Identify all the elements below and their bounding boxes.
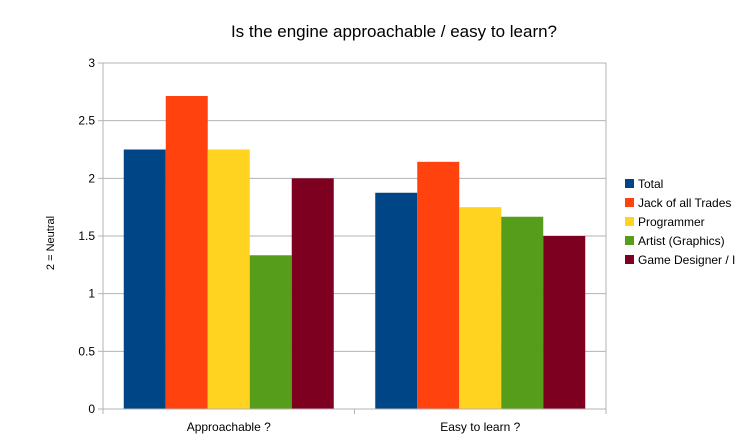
y-axis-label: 2 = Neutral [45,216,57,270]
y-tick-label: 2 [88,171,95,185]
y-tick-label: 3 [88,56,95,70]
legend-label-1: Jack of all Trades [638,196,731,210]
legend-swatch-4 [625,255,634,264]
bar-0-1 [375,192,418,409]
legend-swatch-0 [625,179,634,188]
legend-label-3: Artist (Graphics) [638,234,725,248]
legend-swatch-2 [625,217,634,226]
legend-swatch-1 [625,198,634,207]
bar-4-1 [543,236,586,409]
x-tick-labels: Approachable ? Easy to learn ? [187,420,521,434]
bars [123,95,586,409]
legend-label-0: Total [638,177,663,191]
bar-3-0 [249,255,292,409]
y-tick-label: 1 [88,287,95,301]
bar-2-0 [207,149,250,409]
bar-4-0 [291,178,334,409]
chart-title: Is the engine approachable / easy to lea… [231,22,557,41]
legend-label-4: Game Designer / I [638,253,735,267]
y-tick-label: 0 [88,402,95,416]
legend: Total Jack of all Trades Programmer Artist … [625,177,735,267]
y-tick-labels: 0 0.5 1 1.5 2 2.5 3 [78,56,95,416]
x-tick-label: Approachable ? [187,420,271,434]
bar-2-1 [459,207,502,409]
bar-3-1 [501,216,544,409]
y-tick-label: 0.5 [78,344,95,358]
bar-1-0 [165,95,208,409]
x-tick-label: Easy to learn ? [440,420,520,434]
legend-swatch-3 [625,236,634,245]
legend-label-2: Programmer [638,215,705,229]
bar-0-0 [123,149,166,409]
axes [98,62,607,414]
y-tick-label: 2.5 [78,114,95,128]
bar-1-1 [417,161,460,409]
y-tick-label: 1.5 [78,229,95,243]
